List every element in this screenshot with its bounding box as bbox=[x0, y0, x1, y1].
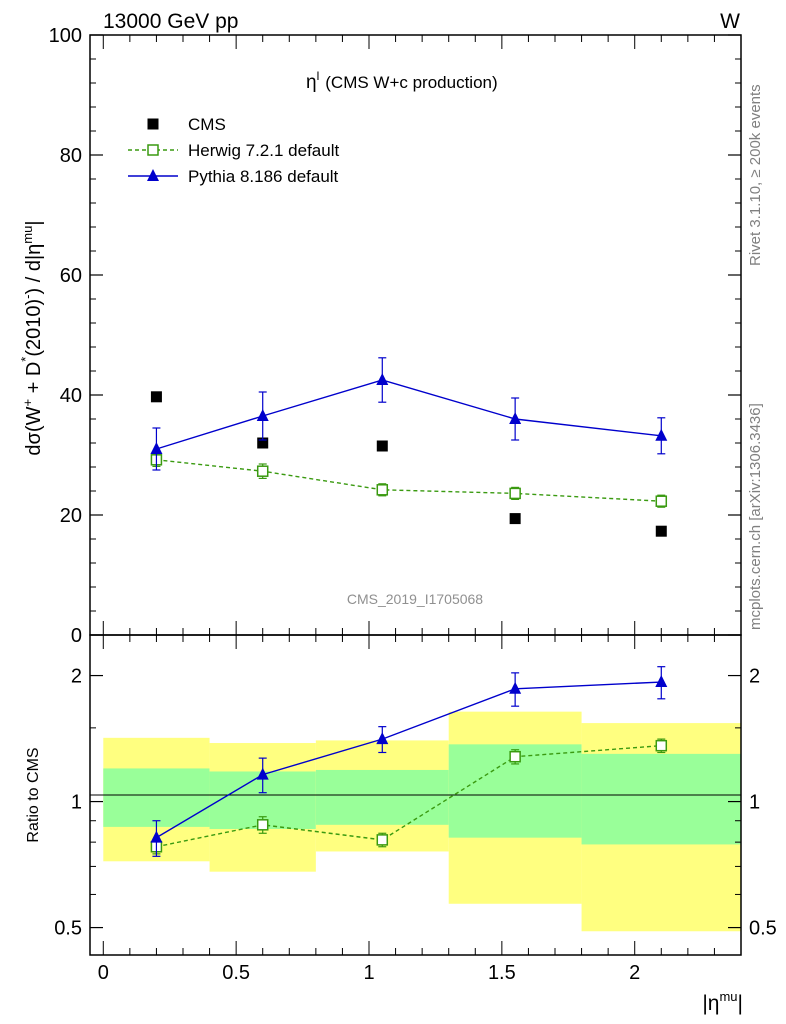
y-tick-label: 0 bbox=[71, 625, 82, 647]
herwig-ratio-point bbox=[509, 750, 521, 763]
herwig-ratio-point bbox=[655, 739, 668, 752]
herwig-ratio-point bbox=[256, 819, 269, 831]
herwig-data-point bbox=[256, 465, 269, 477]
header-process: W bbox=[720, 10, 740, 33]
ratio-plot-ticks: 0.5 0.5 1 1 2 2 0 0.5 1 1.5 2 bbox=[54, 634, 777, 984]
main-plot-panel: 0 20 40 60 80 100 ηl (CMS W+c production) dσ(W… bbox=[18, 25, 742, 647]
x-tick-label: 0.5 bbox=[222, 962, 250, 984]
herwig-data-point bbox=[376, 484, 389, 496]
y-tick-label: 40 bbox=[60, 385, 82, 407]
pythia-data-point bbox=[150, 442, 163, 454]
ratio-plot-ylabel: Ratio to CMS bbox=[25, 747, 42, 842]
pythia-data-point bbox=[509, 412, 522, 424]
y-tick-label: 80 bbox=[60, 145, 82, 167]
ratio-plot-frame bbox=[89, 634, 742, 956]
herwig-ratio-point bbox=[376, 834, 389, 846]
y-tick-label: 20 bbox=[60, 505, 82, 527]
cms-data-point bbox=[655, 525, 667, 537]
pythia-data-point bbox=[256, 409, 269, 421]
legend-pythia-label: Pythia 8.186 default bbox=[188, 167, 339, 186]
ratio-plot-panel: 0.5 0.5 1 1 2 2 0 0.5 1 1.5 2 Ratio to CMS |ηmu| bbox=[25, 634, 777, 1015]
main-plot-title: ηl (CMS W+c production) bbox=[306, 69, 498, 93]
title-text: (CMS W+c production) bbox=[325, 73, 497, 92]
x-tick-label: 1 bbox=[363, 962, 374, 984]
legend-herwig-marker bbox=[147, 144, 159, 156]
cms-data-point bbox=[257, 437, 269, 449]
pythia-ratio-point bbox=[655, 675, 668, 688]
x-tick-label: 0 bbox=[98, 962, 109, 984]
ratio-band-green bbox=[103, 768, 210, 827]
ratio-band-green bbox=[315, 769, 449, 825]
cms-data-point bbox=[376, 440, 388, 452]
ratio-y-tick-label-right: 0.5 bbox=[749, 918, 777, 940]
pythia-ratio-point bbox=[150, 830, 163, 843]
herwig-data-point bbox=[509, 487, 521, 500]
ratio-band-green bbox=[581, 753, 741, 845]
ratio-y-tick-label-right: 1 bbox=[749, 792, 760, 814]
legend: CMS Herwig 7.2.1 default Pythia 8.186 defa… bbox=[128, 115, 339, 186]
title-eta-symbol: η bbox=[306, 72, 317, 93]
xlabel-symbol: |η bbox=[702, 992, 719, 1015]
herwig-data-line bbox=[156, 459, 662, 502]
legend-cms-label: CMS bbox=[188, 115, 226, 134]
main-plot-ticks: 0 20 40 60 80 100 bbox=[49, 25, 741, 647]
y-tick-label: 60 bbox=[60, 265, 82, 287]
pythia-ratio-point bbox=[509, 681, 522, 694]
xlabel-superscript: mu bbox=[719, 989, 737, 1004]
pythia-ratio-point bbox=[376, 732, 389, 745]
main-plot-series bbox=[150, 357, 668, 537]
x-tick-label: 1.5 bbox=[488, 962, 516, 984]
main-plot-ylabel: dσ(W+ + D*(2010)-) / d|ηmu| bbox=[18, 220, 45, 455]
herwig-ratio-line bbox=[156, 744, 662, 848]
header-title: 13000 GeV pp bbox=[103, 10, 238, 33]
analysis-watermark: CMS_2019_I1705068 bbox=[347, 591, 483, 607]
pythia-data-line bbox=[156, 379, 662, 450]
pythia-ratio-point bbox=[256, 767, 269, 780]
ratio-y-tick-label-left: 1 bbox=[71, 792, 82, 814]
pythia-data-point bbox=[655, 428, 668, 441]
ratio-plot-series bbox=[150, 666, 668, 857]
ratio-y-tick-label-left: 0.5 bbox=[54, 918, 82, 940]
pythia-data-point bbox=[376, 373, 389, 385]
cms-data-point bbox=[150, 391, 162, 403]
cms-data-point bbox=[509, 513, 521, 525]
legend-herwig-label: Herwig 7.2.1 default bbox=[188, 141, 339, 160]
xlabel-close: | bbox=[738, 992, 743, 1015]
title-eta-superscript: l bbox=[317, 69, 320, 83]
herwig-data-point bbox=[655, 495, 668, 507]
ratio-uncertainty-bands bbox=[103, 711, 741, 932]
ratio-y-tick-label-right: 2 bbox=[749, 666, 760, 688]
mcplots-url-text: mcplots.cern.ch [arXiv:1306.3436] bbox=[747, 403, 764, 630]
legend-pythia-marker bbox=[147, 169, 159, 181]
ratio-y-tick-label-left: 2 bbox=[71, 666, 82, 688]
rivet-version-text: Rivet 3.1.10, ≥ 200k events bbox=[747, 84, 764, 266]
x-tick-label: 2 bbox=[629, 962, 640, 984]
y-tick-label: 100 bbox=[49, 25, 82, 47]
legend-cms-marker bbox=[147, 118, 159, 130]
ratio-plot-xlabel: |ηmu| bbox=[702, 989, 743, 1015]
